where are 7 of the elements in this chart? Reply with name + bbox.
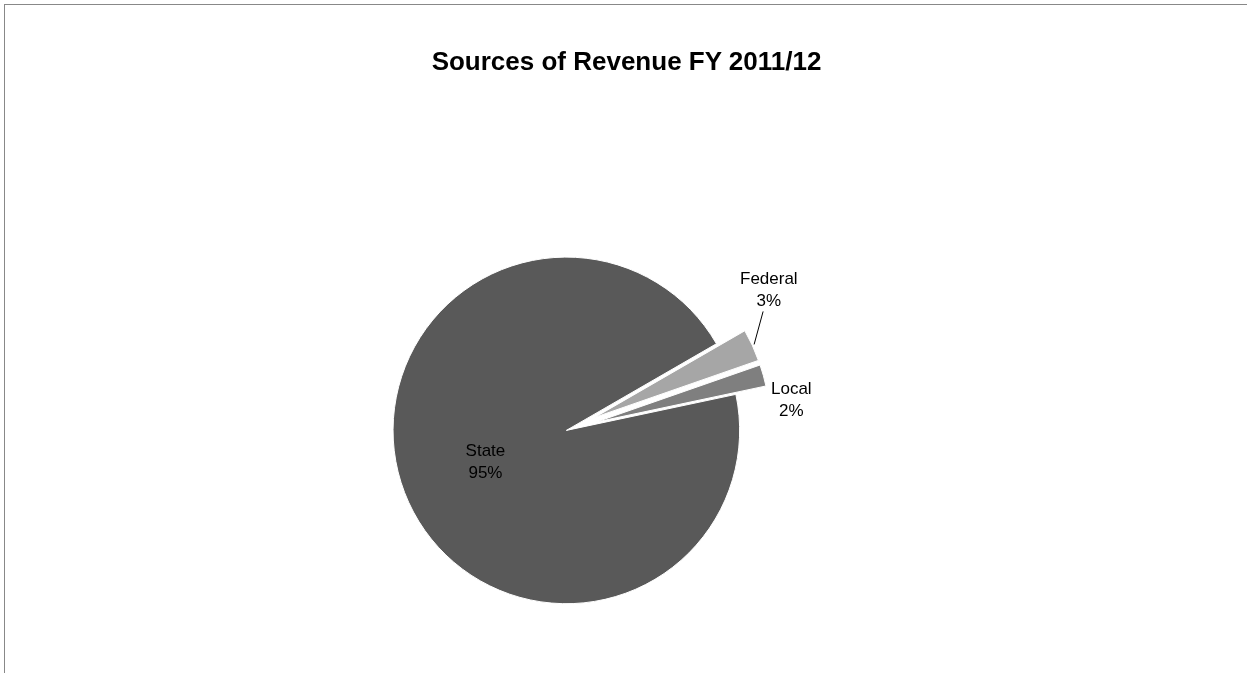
data-label: 3% <box>756 291 782 311</box>
slice-label: Federal <box>740 269 798 288</box>
data-label: 2% <box>779 401 804 421</box>
data-label: 95% <box>468 463 503 483</box>
slice-label: State <box>465 440 506 460</box>
slice-label: Local <box>771 379 812 398</box>
chart-title: Sources of Revenue FY 2011/12 <box>431 46 822 77</box>
